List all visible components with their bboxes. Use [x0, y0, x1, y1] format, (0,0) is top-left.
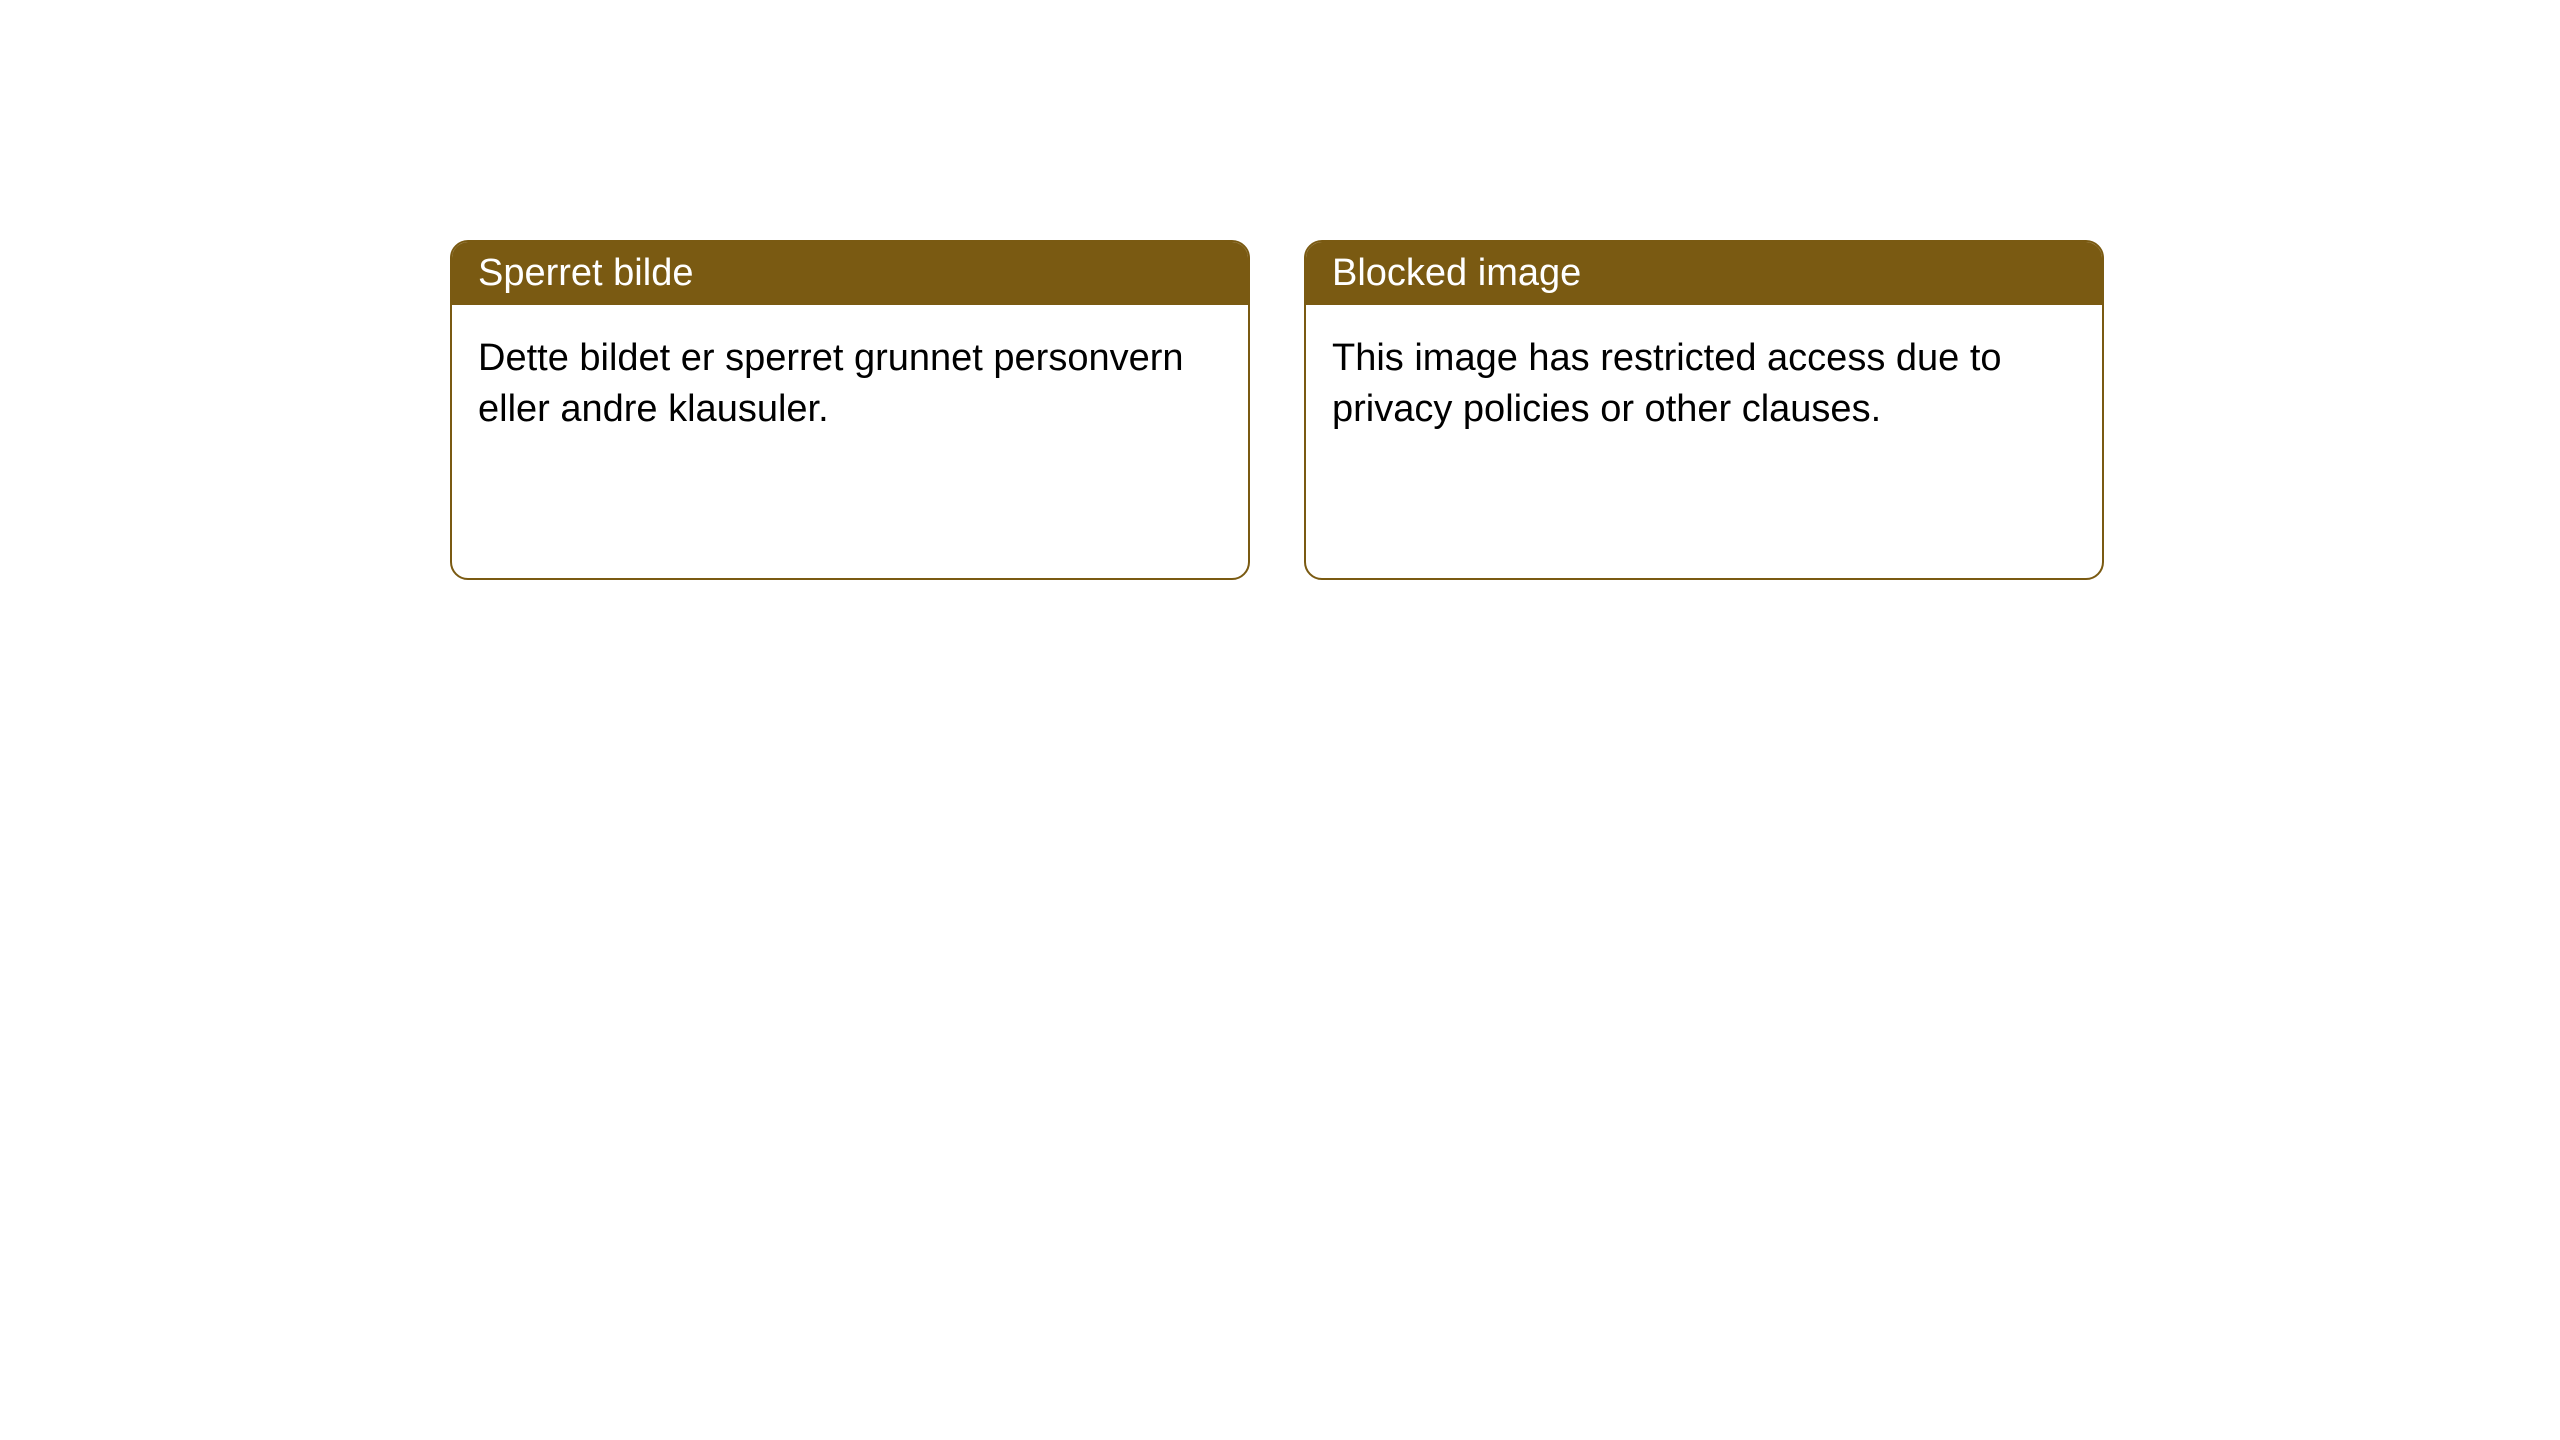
notice-card-no: Sperret bilde Dette bildet er sperret gr…	[450, 240, 1250, 580]
notice-title-no: Sperret bilde	[452, 242, 1248, 305]
notice-body-no: Dette bildet er sperret grunnet personve…	[452, 305, 1248, 464]
notice-card-en: Blocked image This image has restricted …	[1304, 240, 2104, 580]
notice-container: Sperret bilde Dette bildet er sperret gr…	[450, 240, 2104, 580]
notice-title-en: Blocked image	[1306, 242, 2102, 305]
notice-body-en: This image has restricted access due to …	[1306, 305, 2102, 464]
